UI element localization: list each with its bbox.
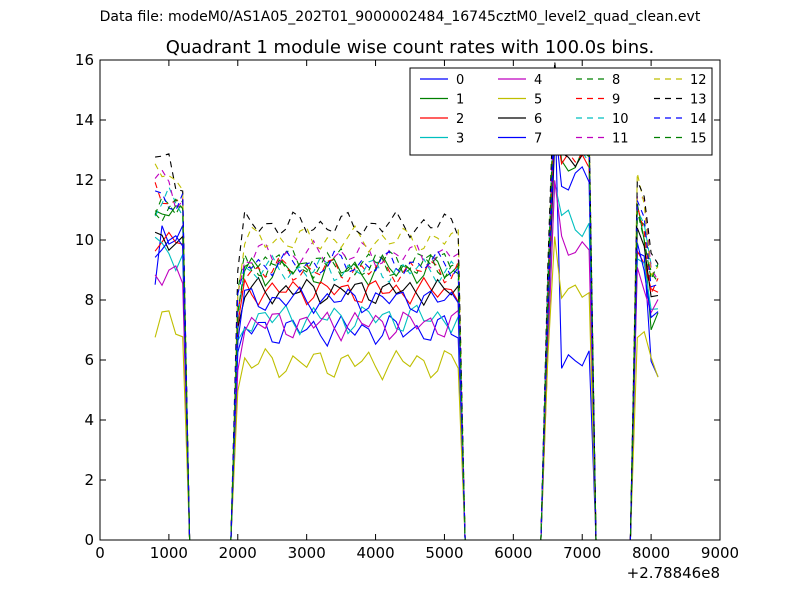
legend-label-3: 3 (456, 132, 464, 147)
x-tick-label: 6000 (494, 544, 532, 562)
legend-label-6: 6 (534, 112, 542, 127)
x-axis-offset-label: +2.78846e8 (626, 564, 720, 582)
series-line-4 (154, 180, 659, 541)
y-tick-label: 8 (84, 291, 94, 309)
y-tick-label: 6 (84, 351, 94, 369)
series-line-5 (154, 236, 659, 541)
y-tick-label: 16 (75, 51, 94, 69)
legend-label-2: 2 (456, 112, 464, 127)
legend-label-4: 4 (534, 73, 542, 88)
chart-title: Quadrant 1 module wise count rates with … (165, 37, 655, 58)
x-tick-label: 9000 (701, 544, 739, 562)
x-tick-label: 5000 (425, 544, 463, 562)
legend-label-14: 14 (690, 112, 707, 127)
series-line-15 (154, 71, 659, 541)
y-tick-label: 2 (84, 471, 94, 489)
legend-label-13: 13 (690, 93, 707, 108)
x-tick-label: 3000 (288, 544, 326, 562)
series-line-13 (155, 61, 659, 541)
legend-label-9: 9 (612, 93, 620, 108)
series-line-3 (154, 182, 659, 541)
legend-label-11: 11 (612, 132, 629, 147)
legend-label-15: 15 (690, 132, 707, 147)
y-tick-label: 14 (75, 111, 94, 129)
legend-label-8: 8 (612, 73, 620, 88)
legend-label-0: 0 (456, 73, 464, 88)
x-tick-label: 0 (95, 544, 105, 562)
y-tick-label: 4 (84, 411, 94, 429)
legend-box (409, 67, 713, 156)
legend-label-12: 12 (690, 73, 707, 88)
x-tick-label: 4000 (356, 544, 394, 562)
legend-label-10: 10 (612, 112, 629, 127)
x-tick-label: 1000 (150, 544, 188, 562)
series-line-14 (154, 97, 659, 541)
x-tick-label: 7000 (563, 544, 601, 562)
series-line-0 (154, 96, 659, 541)
y-tick-label: 12 (75, 171, 94, 189)
series-line-2 (154, 119, 659, 541)
series-line-6 (154, 139, 659, 541)
legend-label-1: 1 (456, 93, 464, 108)
x-tick-label: 2000 (219, 544, 257, 562)
x-tick-label: 8000 (632, 544, 670, 562)
figure-suptitle: Data file: modeM0/AS1A05_202T01_90000024… (99, 9, 701, 25)
y-tick-label: 10 (75, 231, 94, 249)
y-tick-label: 0 (84, 531, 94, 549)
series-line-9 (154, 97, 659, 541)
legend-label-7: 7 (534, 132, 542, 147)
legend-label-5: 5 (534, 93, 542, 108)
series-line-7 (154, 121, 659, 541)
series-line-10 (154, 78, 659, 541)
